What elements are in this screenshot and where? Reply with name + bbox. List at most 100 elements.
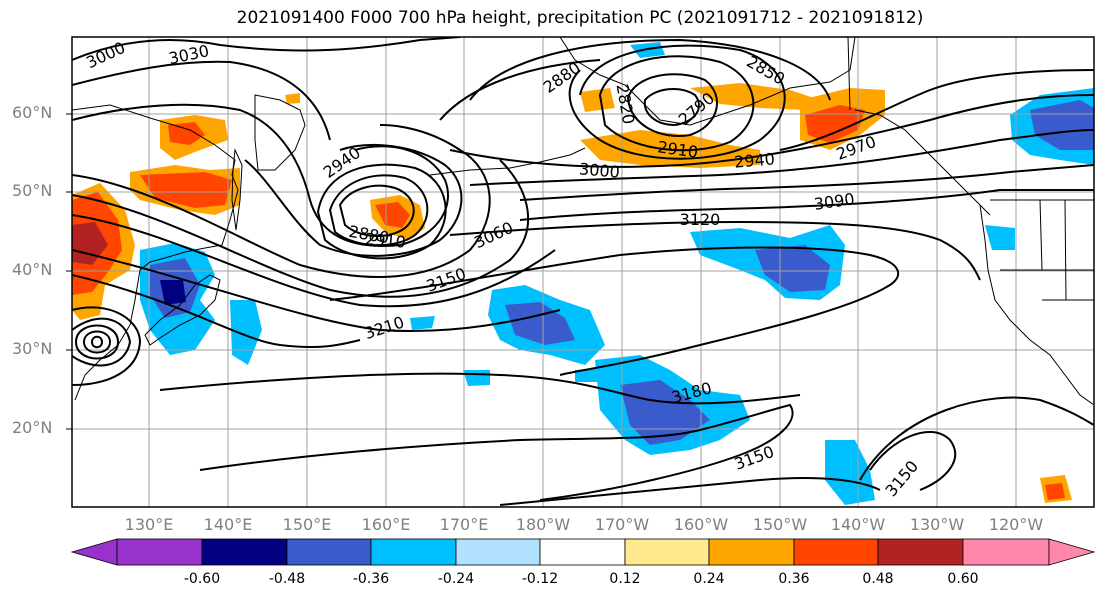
precip-area [755,245,830,292]
colorbar-extend-high [1048,538,1096,566]
precip-area [825,440,875,505]
colorbar-tick-label: 0.48 [862,571,894,587]
contour-line [72,214,556,308]
precip-area [72,222,108,265]
contour-label: 2910 [364,229,406,251]
plot-frame [71,36,1095,508]
lat-label: 50°N [12,181,53,200]
colorbar-cell [286,538,372,566]
graticule [72,37,1094,507]
contour-line [643,88,700,127]
alaska-panhandle [854,109,991,216]
colorbar-cell [793,538,879,566]
precip-area [690,83,820,110]
colorbar-tick-label: 0.36 [778,571,810,587]
lon-label: 170°W [594,515,650,534]
asia-coast [72,104,239,401]
kamchatka-coast [254,94,306,171]
contour-line [72,317,132,367]
lat-label: 20°N [12,418,53,437]
contour-line [439,59,1094,151]
contour-line [338,184,415,237]
contour-line [90,335,104,349]
precip-area [230,300,262,365]
colorbar-cell [201,538,288,566]
contour-line [72,306,142,386]
contour-line [82,330,112,354]
contour-line [72,249,561,332]
lon-label: 170°E [439,515,489,534]
colorbar-tick-label: -0.36 [352,571,390,587]
colorbar-cell [370,538,457,566]
contour-line [449,220,981,281]
contour-line [329,246,900,376]
colorbar [70,538,1096,566]
contour-line [519,164,1094,201]
contour-line [72,60,331,141]
contour-line [598,55,755,152]
na-west-coast [979,204,1094,406]
colorbar-tick-label: -0.60 [183,571,221,587]
contour-line [159,372,801,405]
lon-label: 140°W [830,515,886,534]
contour-label: 3000 [578,159,620,181]
lon-label: 160°W [673,515,729,534]
colorbar-tick-label: -0.48 [268,571,306,587]
contour-line [72,37,461,61]
contour-line [469,129,1094,186]
contour-line [72,124,491,278]
sakhalin-coast [231,148,243,231]
contour-line [859,396,1094,491]
lon-label: 160°E [361,515,411,534]
us-states [1000,199,1094,301]
aleutians [429,147,586,176]
colorbar-cell [539,538,626,566]
precip-area [575,368,610,382]
japan-coast [144,274,221,346]
precip-area [1045,483,1065,500]
precip-area [1030,100,1094,150]
precip-area [505,302,575,345]
contour-line [519,189,1094,221]
contour-line [499,477,881,506]
contour-line [199,403,794,501]
lon-label: 130°E [124,515,174,534]
contour-label: 3120 [680,210,721,229]
lon-label: 150°W [752,515,808,534]
contour-line [626,73,718,137]
canada-border [847,37,1094,201]
contour-line [74,324,120,360]
coastlines [72,37,1094,406]
colorbar-cell [116,538,203,566]
contour-line [72,274,361,349]
colorbar-tick-label: 0.60 [947,571,979,587]
alaska-coast [559,37,856,126]
precip-area [168,122,205,145]
colorbar-cell [708,538,795,566]
precip-area [140,172,232,208]
colorbar-cell [877,538,964,566]
contour-line [449,94,1094,168]
colorbar-tick-label: 0.12 [609,571,641,587]
lat-label: 60°N [12,103,53,122]
colorbar-tick-label: -0.24 [437,571,475,587]
contour-line [244,144,463,257]
precip-area [580,88,615,112]
lon-label: 130°W [909,515,965,534]
precip-area [160,280,186,305]
colorbar-cell [624,538,710,566]
precip-area [375,202,410,228]
map-title: 2021091400 F000 700 hPa height, precipit… [236,8,924,28]
contour-line [469,38,831,101]
contour-line [316,163,447,260]
precip-negative-fields [140,42,1094,505]
colorbar-cell [962,538,1050,566]
lon-label: 140°E [203,515,253,534]
precip-area [410,316,435,330]
lon-label: 120°W [988,515,1044,534]
colorbar-tick-label: -0.12 [521,571,559,587]
colorbar-extend-low [70,538,118,566]
lon-label: 150°E [282,515,332,534]
height-contours [72,37,1094,506]
